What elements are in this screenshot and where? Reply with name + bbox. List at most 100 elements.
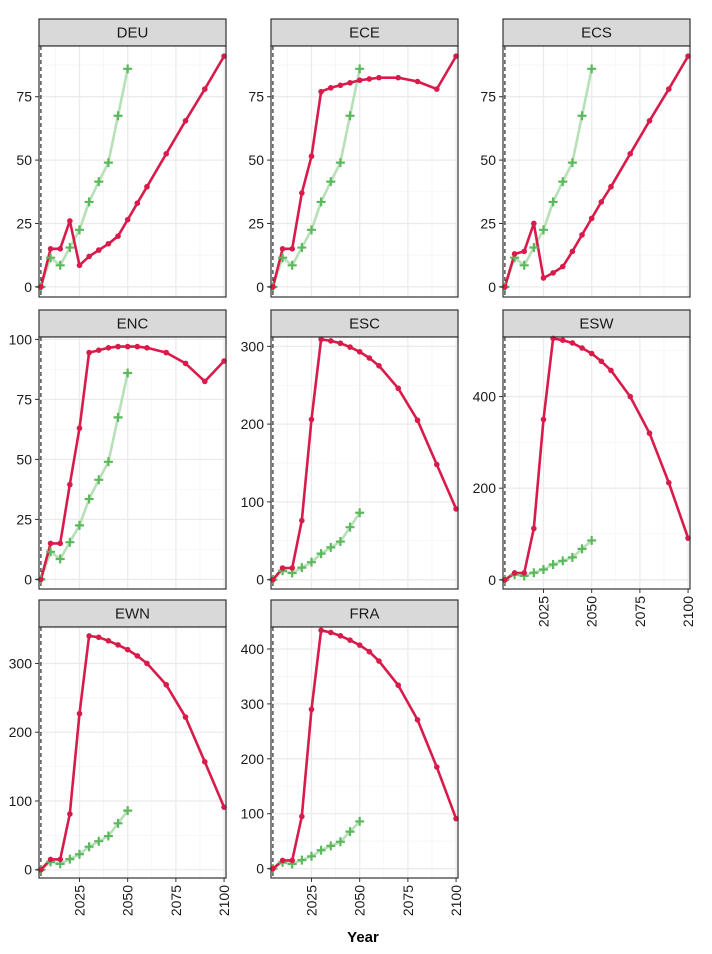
x-tick-label: 2025	[72, 885, 88, 916]
data-point-red	[308, 706, 315, 713]
panel-border-ece	[270, 45, 459, 298]
data-point-red	[57, 856, 64, 863]
y-tick-label: 50	[248, 152, 264, 168]
panel-esw: ESW 0 200 400 2025 2050 2075 2100	[473, 309, 696, 627]
plot-area-ece	[271, 46, 458, 297]
data-point-red	[540, 275, 547, 281]
data-point-red	[299, 517, 305, 524]
data-point-red	[588, 215, 595, 222]
data-point-red	[588, 350, 595, 357]
data-point-green	[297, 243, 307, 253]
data-point-red	[627, 393, 634, 400]
data-point-green	[587, 64, 597, 74]
y-tick-label: 75	[16, 391, 32, 407]
strip-label-ewn: EWN	[115, 606, 150, 623]
data-point-red	[665, 86, 672, 92]
data-point-red	[646, 430, 653, 437]
data-point-red	[356, 77, 363, 84]
data-point-green	[278, 253, 288, 263]
data-point-green	[548, 197, 558, 207]
data-point-red	[433, 764, 440, 770]
data-point-red	[163, 349, 170, 356]
y-tick-label: 75	[248, 89, 264, 105]
data-point-red	[318, 627, 324, 634]
data-point-green	[587, 535, 597, 545]
data-point-red	[337, 632, 344, 639]
data-point-red	[76, 425, 83, 432]
data-point-red	[327, 85, 334, 91]
y-tick-label: 100	[9, 331, 33, 347]
data-point-red	[124, 646, 131, 653]
data-point-red	[201, 758, 208, 765]
x-tick-label: 2025	[304, 885, 320, 916]
plot-area-enc	[39, 337, 226, 589]
y-tick-label: 200	[241, 751, 265, 767]
y-tick-label: 25	[16, 511, 32, 527]
series-line-green-ece	[271, 68, 361, 288]
y-tick-label: 0	[256, 279, 264, 295]
data-point-red	[356, 348, 363, 355]
data-point-red	[366, 648, 373, 655]
series-line-green-ewn	[40, 809, 129, 871]
data-point-red	[665, 479, 672, 486]
x-axis-title: Year	[347, 929, 379, 946]
y-tick-label: 100	[241, 494, 265, 510]
y-tick-label: 100	[9, 793, 33, 809]
series-line-green-fra	[272, 820, 361, 870]
data-point-red	[598, 199, 605, 205]
data-point-green	[74, 520, 84, 530]
data-point-red	[299, 190, 305, 196]
data-point-green	[529, 243, 539, 253]
y-tick-label: 0	[24, 571, 32, 587]
panel-border-esc	[270, 336, 459, 590]
data-point-red	[115, 343, 121, 350]
y-tick-label: 50	[480, 152, 496, 168]
data-point-red	[608, 367, 614, 374]
data-point-red	[327, 629, 334, 636]
data-point-red	[395, 385, 402, 392]
data-point-red	[308, 416, 315, 423]
y-tick-label: 300	[241, 696, 265, 712]
data-point-red	[163, 681, 170, 688]
data-point-red	[531, 525, 537, 532]
data-point-red	[201, 86, 208, 92]
data-point-red	[376, 74, 382, 81]
series-line-green-ecs	[503, 68, 593, 288]
x-tick-label: 2050	[584, 596, 600, 627]
data-point-green	[55, 554, 65, 564]
data-point-red	[511, 570, 518, 576]
strip-label-esc: ESC	[349, 316, 380, 333]
series-line-red-esc	[271, 337, 458, 581]
data-point-green	[84, 197, 94, 207]
data-point-red	[433, 86, 440, 92]
x-tick-label: 2050	[120, 885, 136, 916]
data-point-red	[289, 246, 296, 252]
data-point-red	[144, 660, 150, 667]
data-point-green	[306, 851, 316, 861]
y-tick-label: 75	[16, 89, 32, 105]
data-point-green	[297, 563, 307, 573]
data-point-red	[299, 813, 305, 820]
data-point-red	[163, 150, 170, 157]
panel-border-enc	[38, 336, 227, 590]
y-tick-label: 0	[256, 572, 264, 588]
x-tick-label: 2100	[680, 596, 696, 627]
y-tick-label: 0	[24, 862, 32, 878]
data-point-red	[279, 857, 286, 864]
y-tick-label: 400	[473, 389, 497, 405]
data-point-green	[65, 537, 75, 547]
data-point-red	[67, 481, 73, 488]
y-tick-label: 25	[248, 215, 264, 231]
data-point-red	[115, 642, 121, 648]
data-point-red	[531, 220, 537, 227]
series-line-red-ewn	[39, 634, 226, 871]
data-point-green	[326, 177, 336, 187]
panel-ece: ECE 0 25 50 75	[248, 18, 459, 298]
x-tick-label: 2100	[216, 885, 232, 916]
data-point-green	[297, 855, 307, 865]
data-point-red	[318, 88, 324, 95]
strip-ece	[270, 18, 459, 47]
x-tick-label: 2075	[400, 885, 416, 916]
data-point-green	[355, 64, 365, 74]
data-point-red	[579, 345, 585, 351]
